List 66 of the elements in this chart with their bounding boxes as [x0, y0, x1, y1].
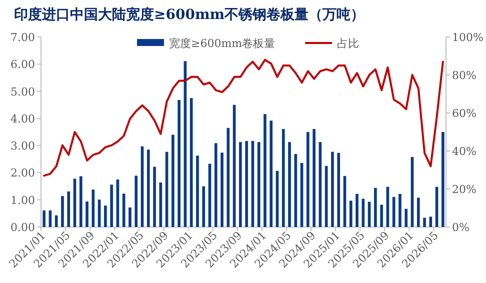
- y-tick-label: 2.00: [10, 166, 35, 180]
- legend-label: 占比: [337, 37, 360, 50]
- y-tick-label: 0.00: [10, 221, 35, 234]
- bar: [362, 198, 365, 227]
- y-tick-label: 4.00: [10, 112, 35, 126]
- line-series: [43, 58, 444, 177]
- bar: [337, 152, 340, 227]
- bar: [220, 152, 224, 227]
- bar: [423, 218, 426, 227]
- bar: [153, 166, 156, 227]
- bar: [178, 100, 180, 227]
- bar: [312, 129, 316, 227]
- bar: [294, 154, 298, 227]
- legend-label: 宽度≥600mm卷板量: [169, 37, 276, 50]
- bar: [270, 120, 273, 227]
- y2-tick-label: 60%: [452, 107, 476, 120]
- bar: [196, 156, 199, 227]
- bar: [86, 201, 88, 227]
- bar: [122, 194, 126, 227]
- bar: [190, 98, 193, 227]
- bar: [324, 166, 328, 227]
- y-tick-label: 5.00: [10, 85, 35, 98]
- bar: [356, 194, 358, 227]
- bar: [54, 215, 58, 227]
- bar: [104, 206, 107, 227]
- bar: [374, 188, 377, 227]
- bar: [306, 132, 310, 227]
- bar: [92, 190, 95, 227]
- y-tick-label: 3.00: [10, 140, 35, 153]
- bar: [172, 134, 174, 227]
- bar: [398, 194, 402, 227]
- bar: [288, 142, 291, 227]
- y2-tick-label: 100%: [452, 31, 484, 44]
- bar: [110, 184, 113, 227]
- bar: [67, 191, 70, 227]
- bar: [331, 152, 334, 227]
- bar: [128, 207, 132, 227]
- bar: [264, 114, 266, 227]
- bar: [257, 142, 260, 227]
- bar: [202, 186, 206, 227]
- bar: [42, 210, 46, 227]
- y-tick-label: 1.00: [10, 194, 35, 207]
- bar: [159, 182, 162, 227]
- bar: [61, 196, 64, 227]
- bar: [380, 204, 383, 227]
- bar: [349, 200, 352, 227]
- bar: [239, 142, 242, 227]
- bar: [404, 208, 408, 227]
- y2-tick-label: 40%: [452, 145, 476, 158]
- bar: [134, 176, 138, 227]
- bar: [392, 196, 396, 227]
- y-tick-label: 7.00: [10, 31, 35, 44]
- y2-tick-label: 80%: [452, 69, 476, 82]
- bar: [442, 132, 444, 227]
- y-tick-label: 6.00: [10, 58, 35, 72]
- bar: [214, 143, 218, 227]
- bar: [429, 216, 432, 227]
- y2-tick-label: 20%: [452, 183, 476, 196]
- bar: [226, 128, 230, 227]
- bar: [282, 129, 285, 227]
- chart-title: 印度进口中国大陆宽度≥600mm不锈钢卷板量（万吨）: [14, 6, 365, 23]
- y2-tick-label: 0%: [452, 221, 470, 234]
- bar: [245, 140, 248, 227]
- bar: [146, 150, 150, 227]
- bar: [79, 176, 82, 227]
- bar: [416, 198, 420, 227]
